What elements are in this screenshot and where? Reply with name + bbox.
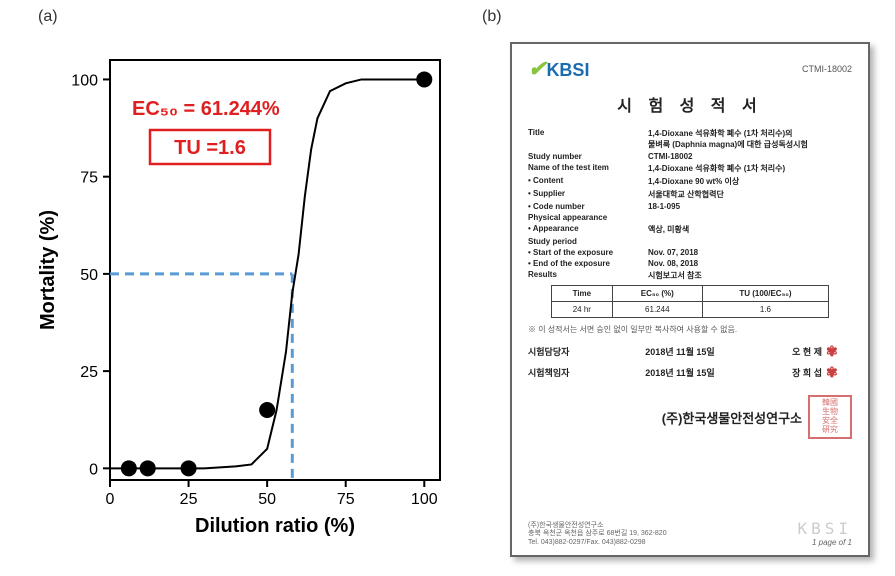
svg-text:100: 100 [71,72,98,89]
doc-field-row: • Start of the exposureNov. 07, 2018 [528,248,852,257]
svg-text:50: 50 [258,491,276,508]
svg-text:25: 25 [180,491,198,508]
kbsi-logo: ✔KBSI [528,56,589,82]
svg-text:Mortality (%): Mortality (%) [37,210,59,330]
svg-text:75: 75 [80,170,98,187]
svg-text:100: 100 [411,491,438,508]
doc-field-row: • Appearance액상, 미황색 [528,224,852,235]
mortality-chart: 0 25 50 75 100 0 25 50 75 100 Dilution ratio (%) Mo… [30,40,460,550]
svg-text:0: 0 [106,491,115,508]
panel-label-b: (b) [482,8,502,26]
doc-field-row: Title1,4-Dioxane 석유화학 폐수 (1차 처리수)의 물벼룩 (… [528,128,852,150]
svg-text:0: 0 [89,461,98,478]
watermark: KBSI [797,519,852,538]
svg-text:75: 75 [337,491,355,508]
org-name: (주)한국생물안전성연구소 [662,408,802,427]
doc-field-row: Study numberCTMI-18002 [528,152,852,161]
doc-field-list: Title1,4-Dioxane 석유화학 폐수 (1차 처리수)의 물벼룩 (… [528,128,852,281]
doc-field-row: Name of the test item1,4-Dioxane 석유화학 폐수… [528,163,852,174]
panel-label-a: (a) [38,8,58,26]
certificate-document: ✔KBSI CTMI-18002 시 험 성 적 서 Title1,4-Diox… [510,42,870,557]
svg-text:25: 25 [80,364,98,381]
doc-field-row: Results시험보고서 참조 [528,270,852,281]
pager: 1 page of 1 [812,538,852,547]
signature-row: 시험담당자2018년 11월 15일오 현 제✾ [528,343,852,360]
doc-field-row: • Supplier서울대학교 산학협력단 [528,189,852,200]
doc-field-row: • Content1,4-Dioxane 90 wt% 이상 [528,176,852,187]
doc-title: 시 험 성 적 서 [528,92,852,116]
doc-address: (주)한국생물안전성연구소 충북 옥천군 옥천읍 삼주로 68번길 19, 36… [528,522,667,547]
signatures: 시험담당자2018년 11월 15일오 현 제✾ 시험책임자2018년 11월 1… [528,343,852,381]
doc-field-row: • Code number18-1-095 [528,202,852,211]
svg-text:EC₅₀ = 61.244%: EC₅₀ = 61.244% [132,98,280,120]
svg-text:Dilution ratio (%): Dilution ratio (%) [195,515,355,537]
svg-text:50: 50 [80,267,98,284]
doc-field-row: • End of the exposureNov. 08, 2018 [528,259,852,268]
svg-text:TU =1.6: TU =1.6 [174,137,246,159]
results-table: TimeEC₅₀ (%)TU (100/EC₅₀)24 hr61.2441.6 [551,285,830,318]
doc-field-row: Physical appearance [528,213,852,222]
doc-code: CTMI-18002 [802,64,852,74]
official-stamp: 韓國生物安全硏究 [808,395,852,439]
signature-row: 시험책임자2018년 11월 15일장 희 섭✾ [528,364,852,381]
doc-note: ※ 이 성적서는 서면 승인 없이 일부만 복사하여 사용할 수 없음. [528,324,852,335]
doc-field-row: Study period [528,237,852,246]
